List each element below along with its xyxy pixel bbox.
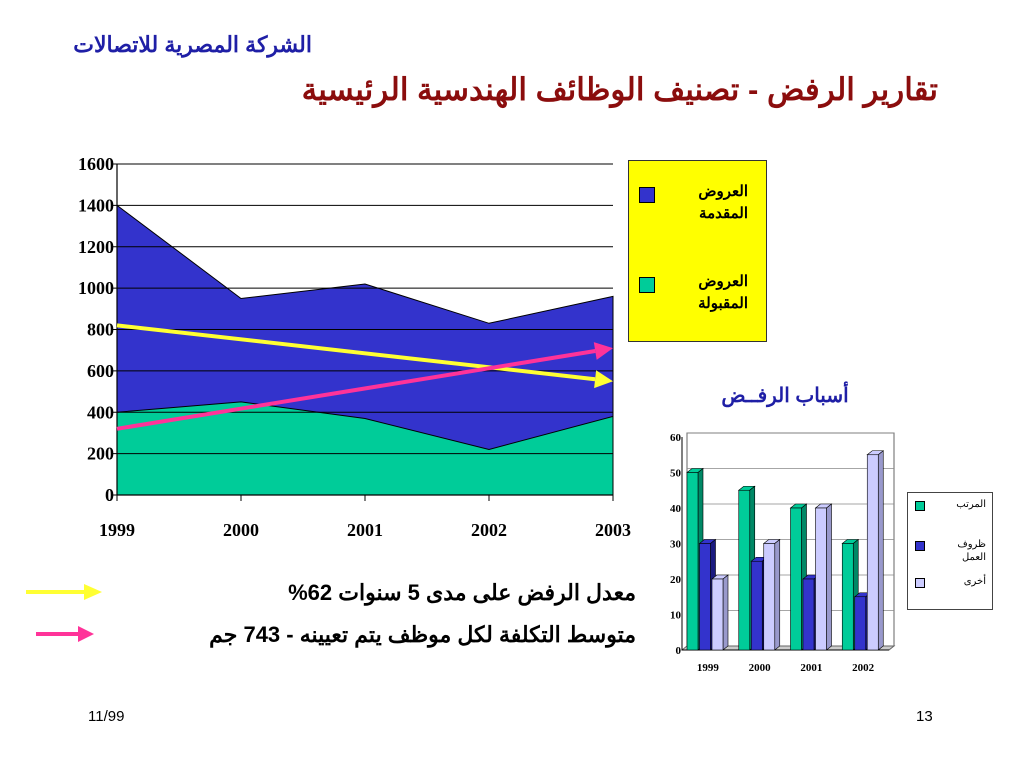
main-x-tick-label: 2000 <box>223 520 259 540</box>
main-y-tick-label: 1200 <box>78 237 114 257</box>
page-number: 13 <box>916 708 933 725</box>
pink-trend-line <box>116 349 596 431</box>
bar-x-tick-label: 2001 <box>800 662 822 674</box>
slide-title: تقارير الرفض - تصنيف الوظائف الهندسية ال… <box>301 72 938 107</box>
main-y-tick-label: 1000 <box>78 278 114 298</box>
yellow-arrow-icon <box>26 584 102 600</box>
bar-side <box>826 503 832 651</box>
bar-y-tick-label: 0 <box>676 645 682 657</box>
main-y-tick-label: 0 <box>105 485 114 505</box>
yellow-trend-arrowhead <box>594 370 613 389</box>
bar-side <box>877 450 884 651</box>
legend-accepted-swatch <box>639 277 655 293</box>
legend-conditions-line2: العمل <box>961 552 986 563</box>
yellow-trend-line <box>116 323 596 382</box>
bar-y-tick-label: 30 <box>670 539 682 551</box>
bar-x-tick-label: 2000 <box>749 662 772 674</box>
main-y-tick-label: 200 <box>87 444 114 464</box>
bar-x-tick-label: 2002 <box>852 662 875 674</box>
bar-2-2002 <box>866 454 879 651</box>
bar-y-tick-label: 20 <box>670 574 682 586</box>
bar-0-1999 <box>686 472 699 651</box>
bar-2-1999 <box>711 578 724 651</box>
pink-trend-arrowhead <box>593 342 613 360</box>
legend-salary-label: المرتب <box>956 499 986 510</box>
main-x-tick-label: 2001 <box>347 520 383 540</box>
rejection-reasons-bar-chart: 0 10 20 30 40 50 60 1999 2000 2001 2002 <box>670 432 896 674</box>
legend-conditions-line1: ظروف <box>957 539 986 550</box>
legend-other-swatch <box>915 578 925 588</box>
bar-side <box>722 574 729 651</box>
legend-conditions-swatch <box>915 541 925 551</box>
main-y-tick-label: 400 <box>87 402 114 422</box>
bar-x-tick-label: 1999 <box>697 662 720 674</box>
bar-0-2002 <box>841 543 854 651</box>
legend-accepted-label: العروض المقبولة <box>648 271 748 315</box>
avg-cost-note: متوسط التكلفة لكل موظف يتم تعيينه - 743 … <box>209 622 636 647</box>
rejection-rate-note: معدل الرفض على مدى 5 سنوات 62% <box>288 580 636 605</box>
legend-offered-label: العروض المقدمة <box>648 181 748 225</box>
bar-2-2001 <box>815 507 827 651</box>
reasons-chart-legend: المرتب ظروف العمل أخرى <box>907 492 993 610</box>
legend-conditions-label: ظروف العمل <box>934 538 986 564</box>
bar-y-tick-label: 40 <box>670 503 682 515</box>
bar-side <box>774 538 781 651</box>
bar-y-tick-label: 60 <box>670 432 682 444</box>
bar-1-2001 <box>802 578 815 651</box>
main-x-tick-label: 2002 <box>471 520 507 540</box>
pink-arrow-icon <box>36 626 94 642</box>
legend-other-label: أخرى <box>963 576 986 587</box>
legend-offered-line2: المقدمة <box>699 205 748 222</box>
main-x-tick-label: 2003 <box>595 520 631 540</box>
legend-offered-line1: العروض <box>698 183 748 200</box>
bar-y-tick-label: 10 <box>670 610 682 622</box>
legend-accepted-line1: العروض <box>698 273 748 290</box>
legend-salary-swatch <box>915 501 925 511</box>
main-y-tick-label: 1400 <box>78 195 114 215</box>
main-y-tick-label: 800 <box>87 320 114 340</box>
bar-1-2000 <box>750 560 763 651</box>
reasons-chart-title: أسباب الرفــض <box>721 385 849 407</box>
bar-1-1999 <box>699 543 711 651</box>
accepted-area <box>116 401 614 496</box>
bar-1-2002 <box>854 596 867 651</box>
bar-2-2000 <box>763 543 776 651</box>
main-chart-legend: العروض المقدمة العروض المقبولة <box>628 160 767 342</box>
offers-area-chart: 0 200 400 600 800 1000 1200 1400 1600 1999 2000 200… <box>78 154 631 540</box>
legend-offered-swatch <box>639 187 655 203</box>
bar-y-tick-label: 50 <box>670 468 682 480</box>
main-x-tick-label: 1999 <box>99 520 135 540</box>
legend-accepted-line2: المقبولة <box>698 295 748 312</box>
company-name: الشركة المصرية للاتصالات <box>73 32 312 57</box>
main-y-tick-label: 600 <box>87 361 114 381</box>
bar-0-2000 <box>738 489 751 651</box>
main-y-tick-label: 1600 <box>78 154 114 174</box>
footer-date: 11/99 <box>88 708 125 725</box>
bar-0-2001 <box>790 507 802 651</box>
